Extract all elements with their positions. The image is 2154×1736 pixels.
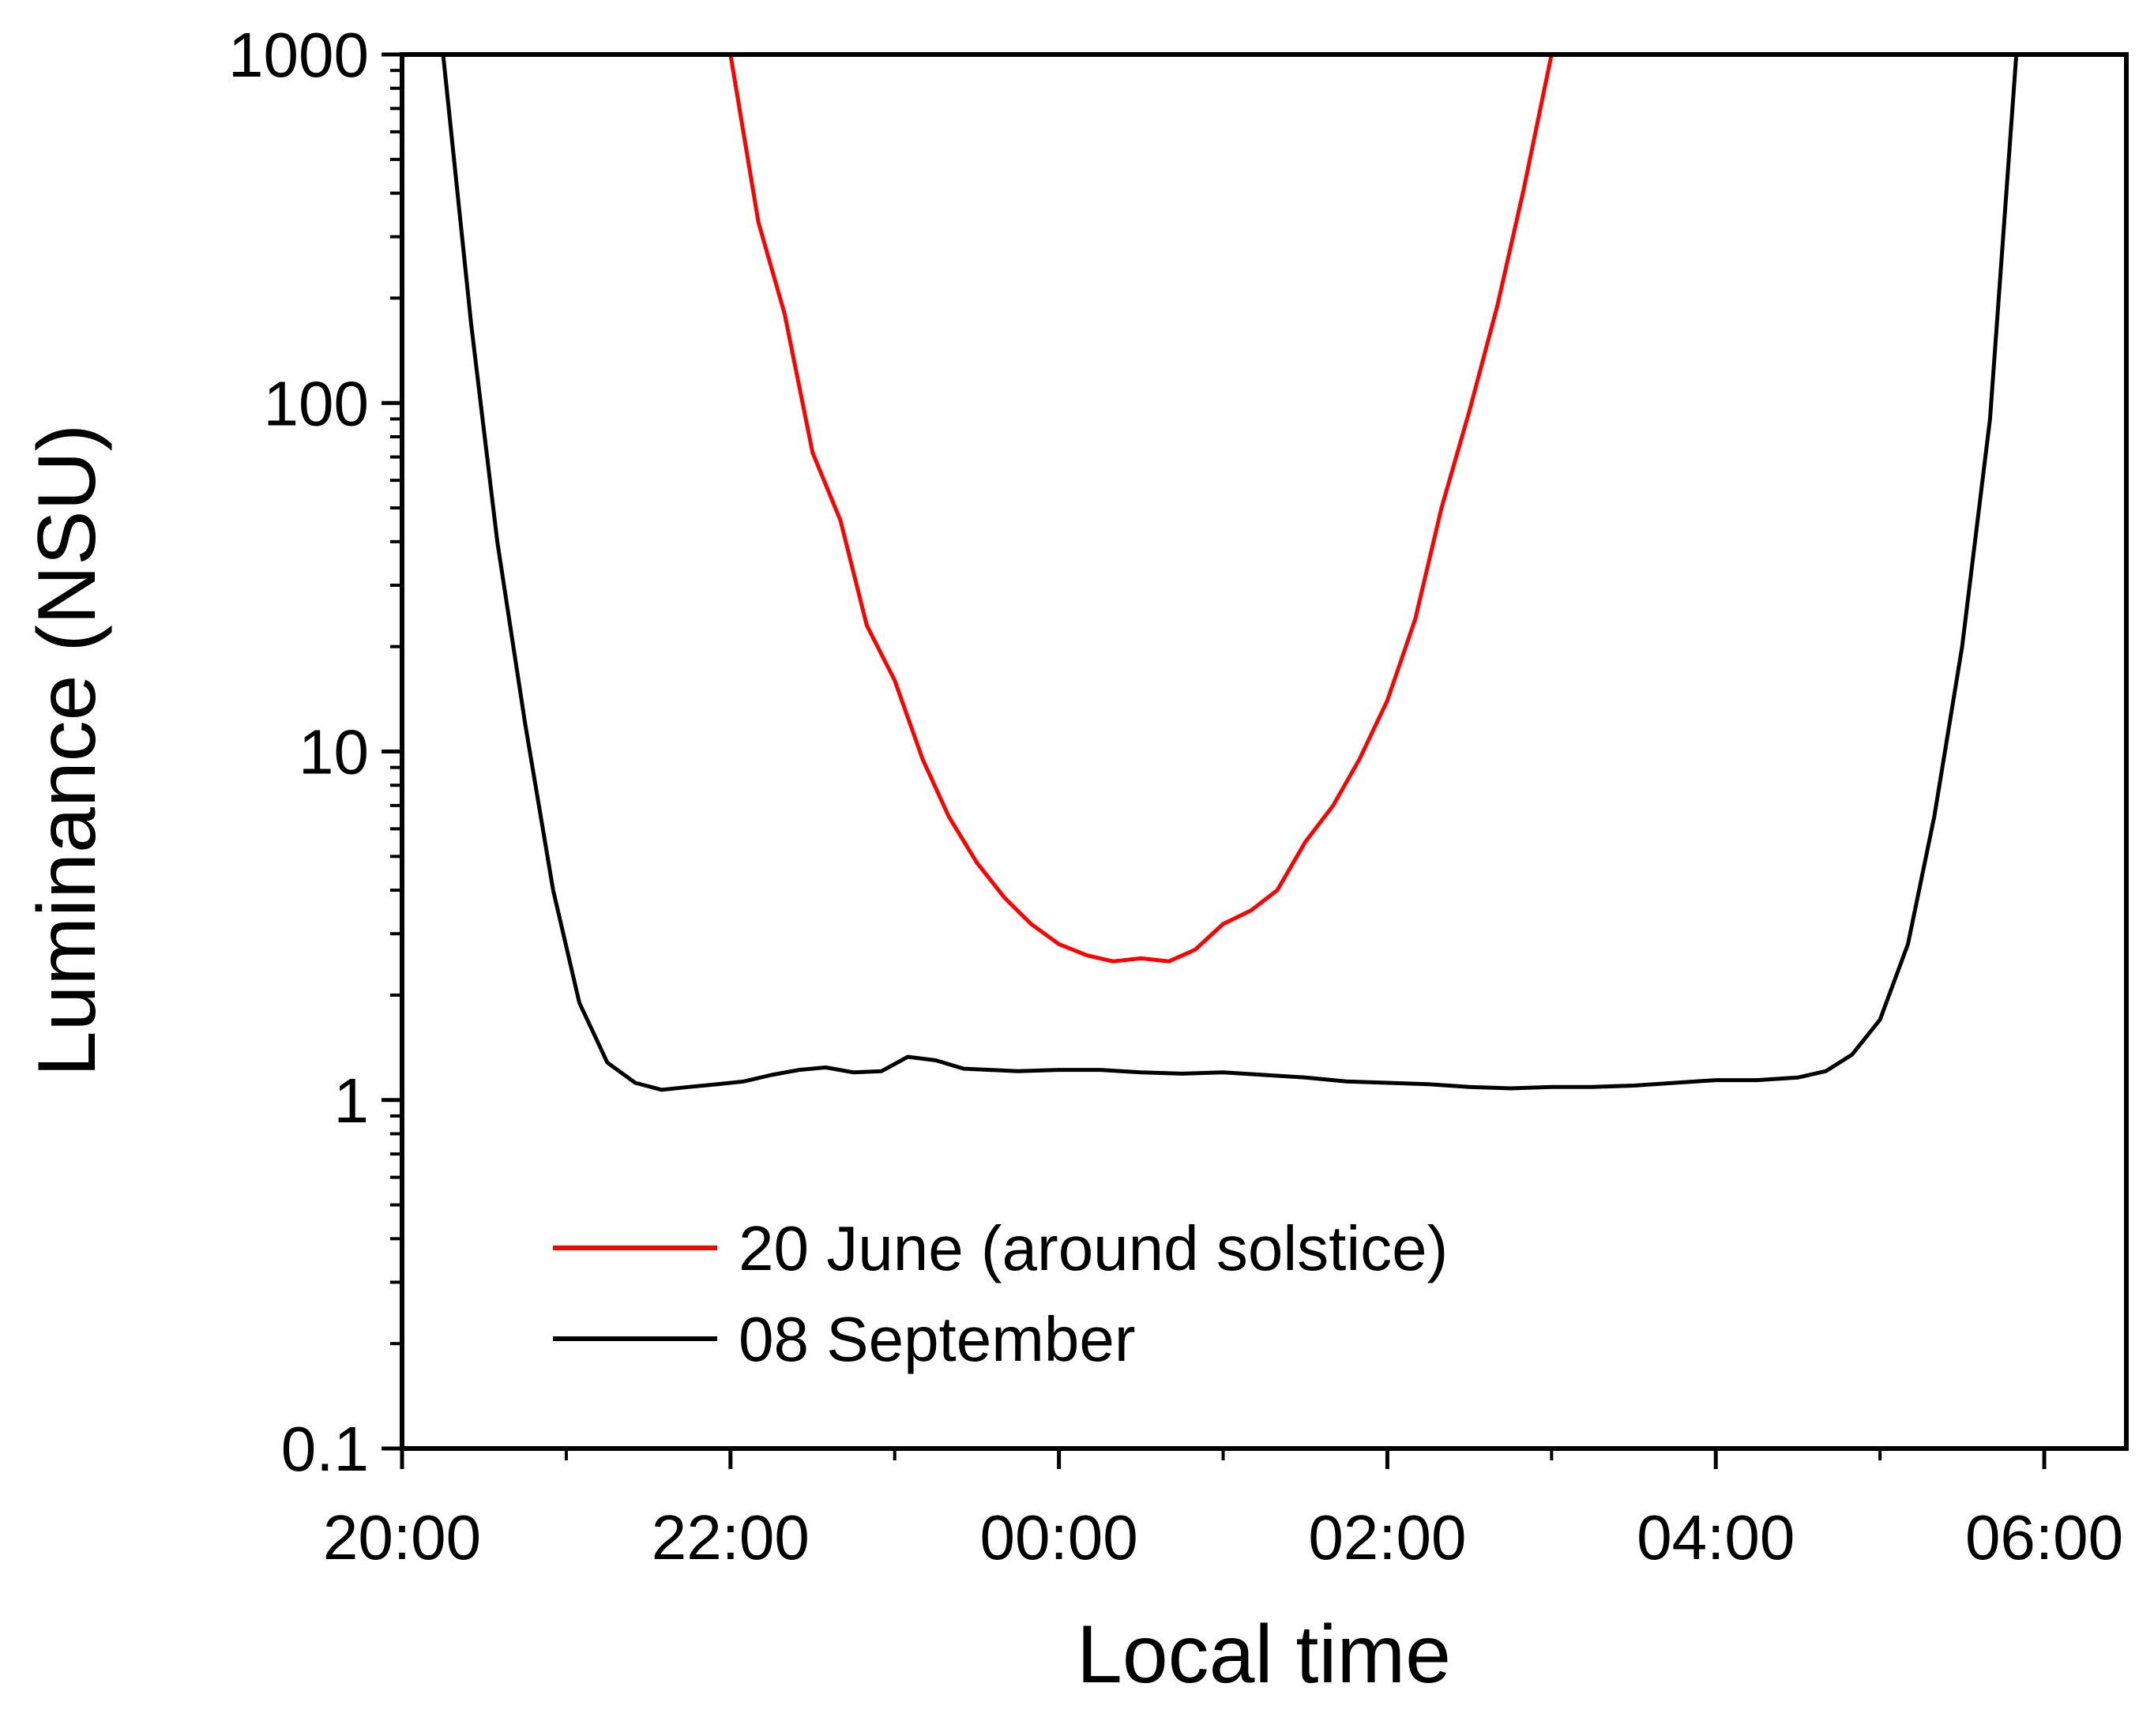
x-tick-label: 20:00 <box>323 1502 481 1573</box>
series-line-september-08 <box>441 52 2019 1092</box>
x-tick-label: 02:00 <box>1308 1502 1466 1573</box>
series-layer <box>441 52 2019 1092</box>
y-tick-label: 10 <box>299 717 369 787</box>
y-tick-label: 1000 <box>228 20 369 90</box>
axis-ticks <box>382 52 2047 1469</box>
y-tick-label: 0.1 <box>281 1414 369 1484</box>
y-tick-label: 1 <box>334 1065 370 1136</box>
y-axis-title: Luminance (NSU) <box>21 424 113 1077</box>
x-tick-label: 00:00 <box>980 1502 1138 1573</box>
axis-tick-labels: 0.1 1 10 100 1000 20:00 22:00 00:00 02:00 04:00 06… <box>228 20 2123 1573</box>
x-tick-label: 22:00 <box>652 1502 810 1573</box>
series-line-june-20 <box>728 52 1554 964</box>
legend: 20 June (around solstice) 08 September <box>553 1213 1448 1374</box>
y-tick-label: 100 <box>264 368 369 438</box>
legend-label: 08 September <box>739 1304 1136 1374</box>
x-axis-title: Local time <box>1077 1609 1451 1700</box>
x-tick-label: 06:00 <box>1965 1502 2123 1573</box>
x-tick-label: 04:00 <box>1637 1502 1795 1573</box>
legend-label: 20 June (around solstice) <box>739 1213 1448 1283</box>
